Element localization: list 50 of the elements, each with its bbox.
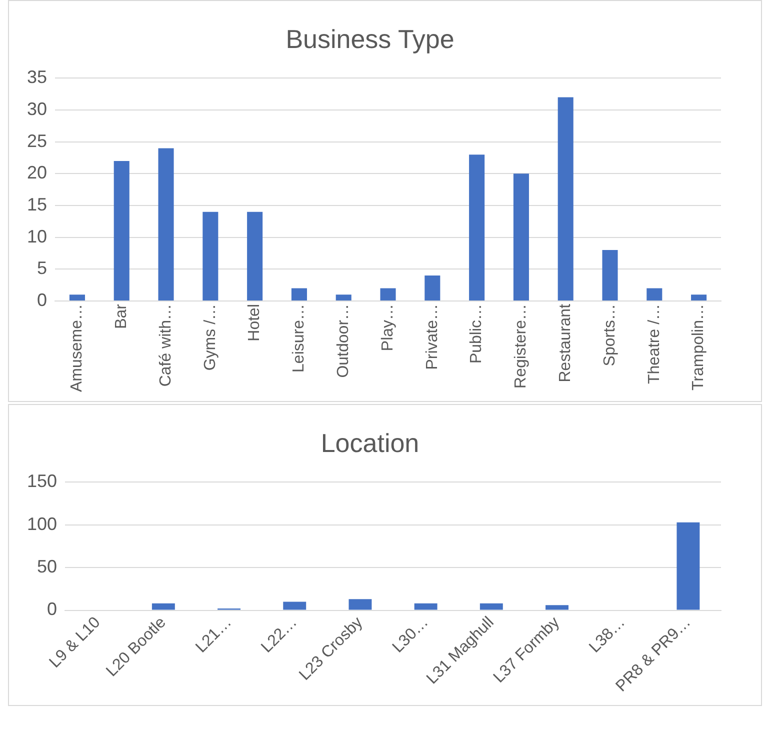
bar	[380, 288, 396, 300]
x-tick-label: Gyms /…	[202, 304, 219, 371]
y-tick-label: 150	[26, 471, 58, 492]
x-tick-label: Trampolin…	[690, 304, 708, 391]
bar	[336, 294, 352, 300]
bar	[291, 288, 307, 300]
x-tick-label: Café with…	[157, 304, 174, 387]
bar	[158, 148, 174, 300]
bar	[646, 288, 662, 300]
bar	[602, 250, 618, 300]
x-tick-label: Sports…	[601, 304, 618, 366]
y-tick-label: 35	[26, 67, 48, 88]
bar	[480, 603, 503, 610]
chart-title: Business Type	[286, 24, 454, 54]
x-tick-label: Public…	[468, 304, 486, 364]
bar	[414, 603, 438, 610]
y-tick-label: 0	[37, 290, 48, 310]
bar	[247, 212, 263, 300]
y-tick-label: 100	[26, 514, 58, 534]
x-tick-label: Amuseme…	[68, 304, 86, 392]
y-tick-label: 20	[26, 162, 48, 183]
bar	[424, 276, 440, 300]
x-tick-label: Restaurant	[557, 303, 574, 382]
y-tick-label: 15	[26, 194, 48, 214]
bar	[114, 160, 130, 300]
x-tick-label: Theatre /…	[646, 304, 663, 384]
x-tick-label: Leisure…	[290, 304, 308, 372]
y-tick-label: 25	[26, 130, 48, 151]
bar	[546, 605, 568, 610]
y-tick-label: 10	[26, 226, 48, 246]
bar	[676, 522, 700, 610]
x-tick-label: Outdoor…	[335, 304, 352, 378]
bar	[348, 599, 372, 610]
x-tick-label: Hotel	[246, 304, 264, 342]
bar	[202, 212, 218, 300]
bar	[469, 154, 485, 300]
y-tick-label: 30	[26, 98, 48, 119]
bar	[152, 603, 175, 610]
x-tick-label: Bar	[113, 303, 130, 329]
bar	[691, 294, 707, 300]
y-tick-label: 50	[37, 556, 58, 577]
bar	[69, 294, 85, 300]
y-tick-label: 5	[37, 258, 48, 278]
bar	[513, 174, 529, 300]
chart-title: Location	[320, 428, 420, 458]
x-tick-label: Private…	[424, 304, 441, 370]
bar	[283, 602, 306, 610]
bar	[558, 97, 574, 300]
x-tick-label: Play…	[379, 304, 396, 352]
x-tick-label: Registere…	[512, 304, 530, 388]
